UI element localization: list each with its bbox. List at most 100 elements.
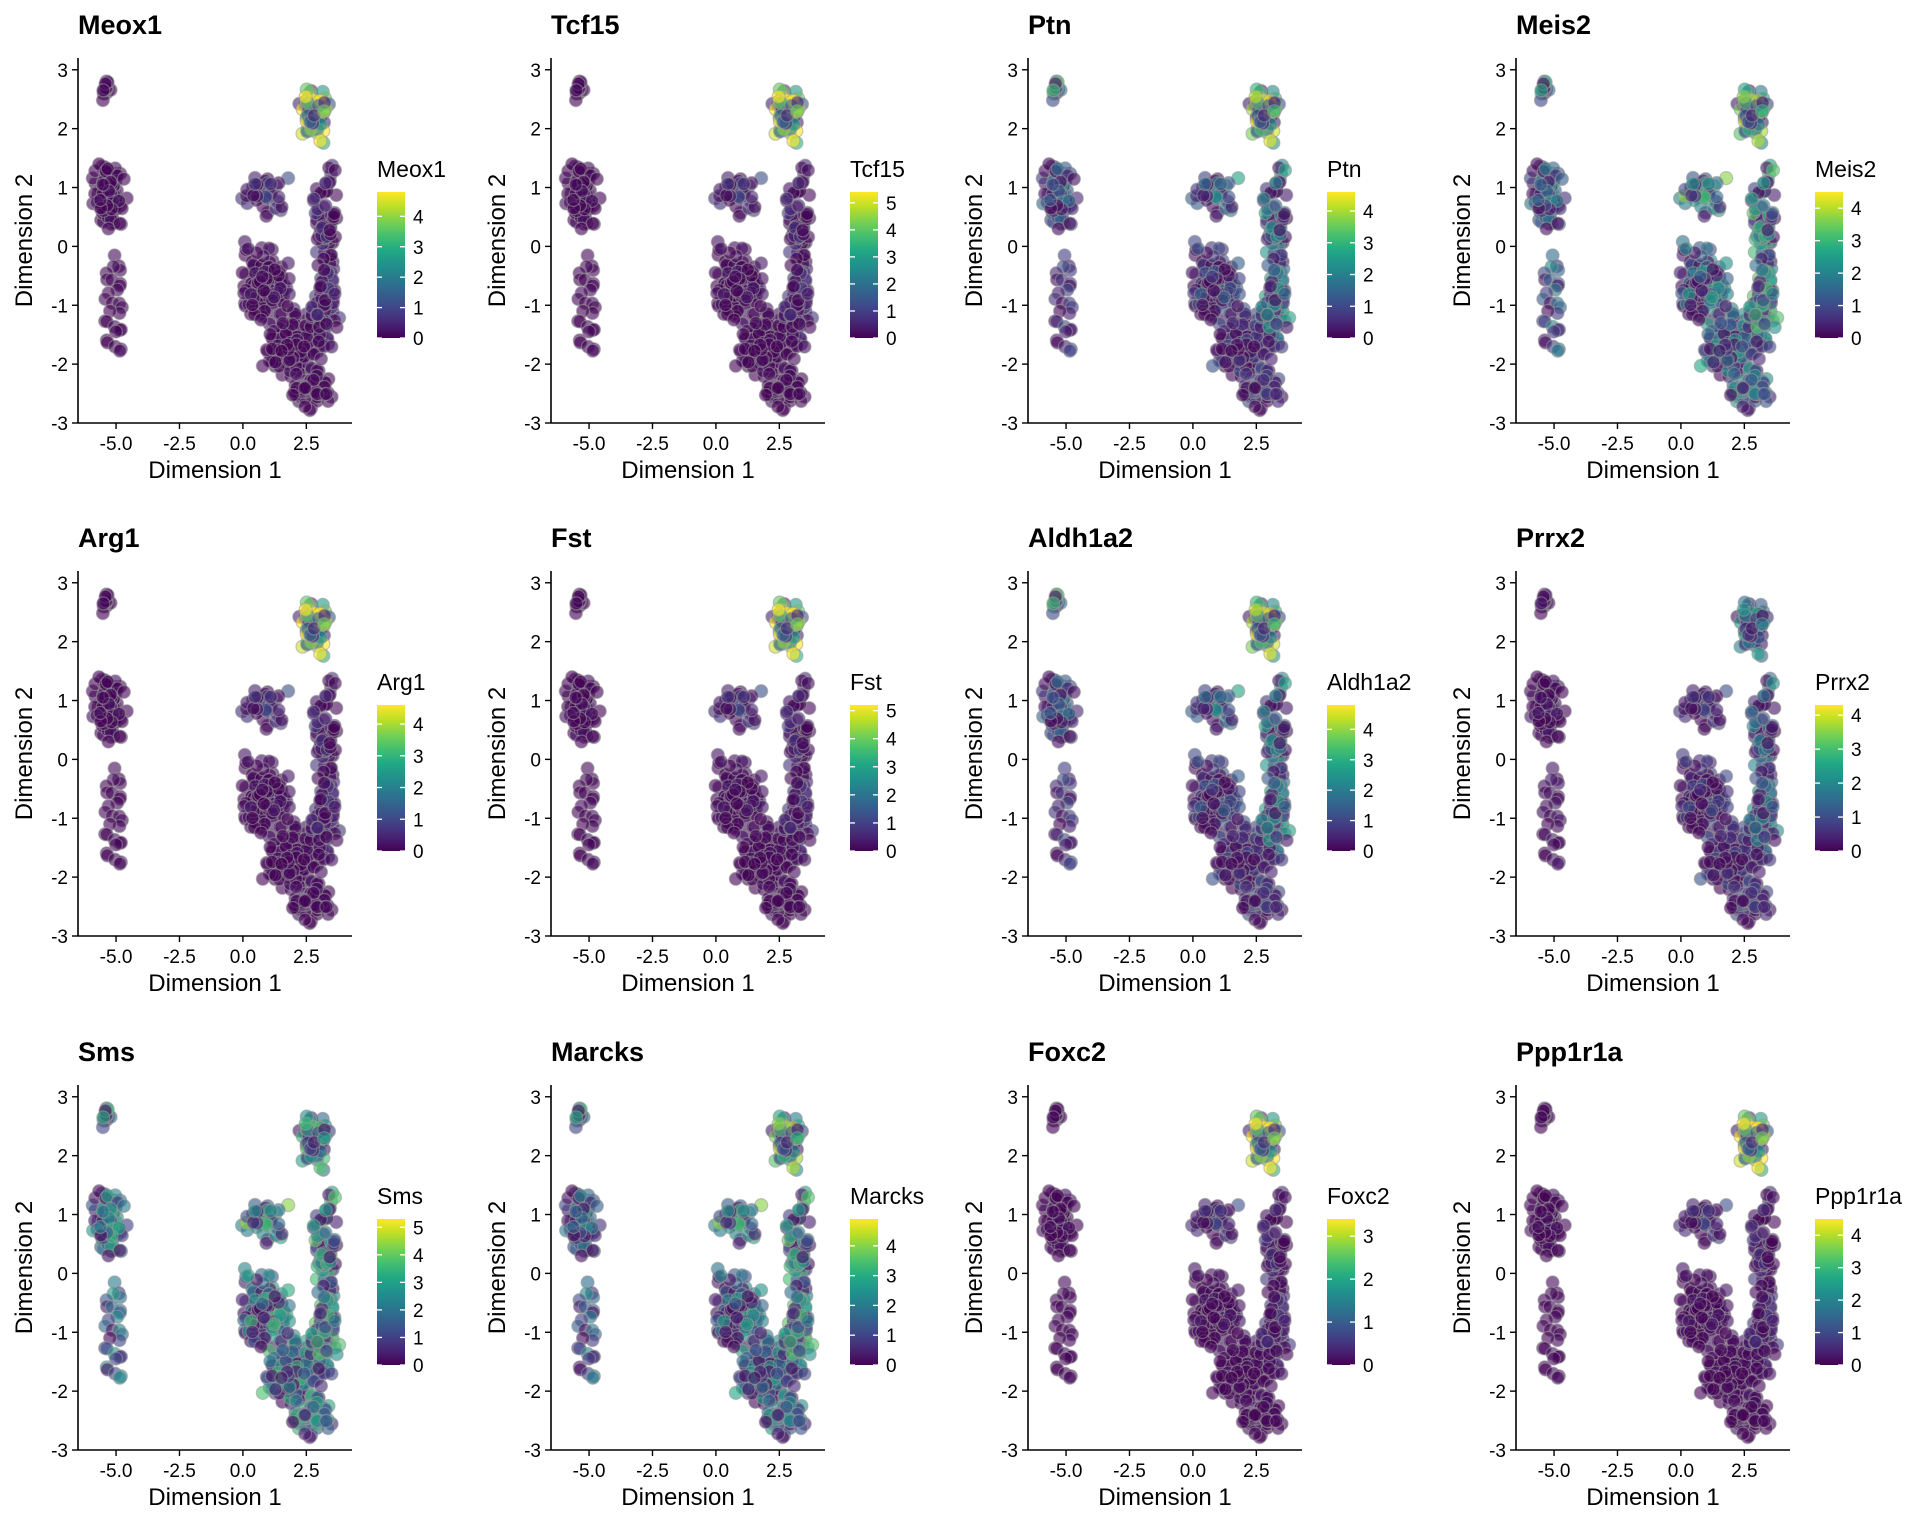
x-tick-label: -5.0 — [100, 434, 133, 455]
cell-point — [280, 299, 295, 314]
cell-point — [1268, 198, 1283, 213]
cell-point — [246, 701, 261, 716]
cell-point — [306, 704, 321, 719]
cell-point — [566, 192, 581, 208]
cell-point — [1185, 265, 1200, 280]
cell-point — [1263, 351, 1279, 366]
cell-point — [255, 269, 270, 284]
cell-point — [318, 176, 333, 191]
cell-point — [1246, 339, 1262, 354]
cell-point — [779, 191, 794, 206]
cell-point — [568, 177, 583, 192]
cell-point — [1277, 286, 1292, 301]
cell-point — [747, 856, 762, 872]
cell-point — [795, 736, 810, 751]
cell-point — [800, 286, 815, 301]
cell-point — [112, 343, 127, 358]
cell-point — [1723, 387, 1738, 403]
cell-point — [1263, 133, 1278, 148]
x-tick-label: -5.0 — [1538, 434, 1571, 455]
cell-point — [718, 810, 733, 826]
cell-point — [762, 879, 777, 895]
cell-point — [1751, 351, 1767, 366]
cell-point — [1205, 269, 1220, 284]
cell-point — [1736, 89, 1751, 104]
cell-point — [1751, 279, 1766, 294]
cell-point — [726, 825, 742, 840]
legend-tick-label: 3 — [1851, 232, 1862, 253]
x-axis-title: Dimension 1 — [621, 457, 754, 484]
point-layer — [558, 74, 820, 418]
y-tick-label: -2 — [524, 868, 541, 889]
colorbar-gradient — [377, 705, 405, 851]
y-tick-label: 3 — [530, 61, 541, 82]
cell-point — [784, 334, 799, 349]
cell-point — [313, 279, 328, 294]
cell-point — [256, 283, 271, 298]
panel-title: Meox1 — [78, 10, 162, 40]
legend-tick-label: 2 — [1363, 266, 1374, 287]
cell-point — [1693, 269, 1708, 284]
cell-point — [311, 847, 326, 862]
y-tick-label: 1 — [57, 692, 68, 713]
cell-point — [297, 381, 312, 396]
colorbar-gradient — [850, 705, 878, 851]
cell-point — [792, 899, 807, 915]
cell-point — [274, 343, 289, 358]
cell-point — [112, 729, 128, 744]
cell-point — [1533, 177, 1548, 192]
cell-point — [1066, 684, 1082, 700]
cell-point — [281, 256, 296, 271]
cell-point — [1693, 358, 1708, 373]
y-tick-label: -2 — [1489, 355, 1506, 376]
cell-point — [1213, 327, 1228, 342]
y-tick-label: 2 — [530, 633, 541, 654]
cell-point — [1748, 307, 1763, 322]
y-tick-label: -1 — [524, 809, 541, 830]
cell-point — [753, 769, 769, 784]
cell-point — [795, 223, 810, 238]
cell-point — [770, 381, 786, 396]
point-layer — [1523, 74, 1785, 418]
y-tick-label: 0 — [1495, 237, 1506, 258]
cell-point — [317, 775, 332, 791]
y-tick-label: 1 — [530, 692, 541, 713]
cell-point — [313, 792, 328, 807]
cell-point — [1550, 216, 1566, 231]
cell-point — [253, 825, 269, 840]
cell-point — [708, 265, 723, 280]
cell-point — [1197, 176, 1213, 191]
x-tick-label: 2.5 — [293, 434, 319, 455]
cell-point — [1043, 705, 1058, 721]
cell-point — [1755, 104, 1770, 119]
y-tick-label: 1 — [1007, 179, 1018, 200]
cell-point — [274, 856, 289, 872]
cell-point — [736, 327, 751, 342]
cell-point — [327, 286, 342, 301]
cell-point — [1272, 223, 1287, 238]
legend-tick-label: 4 — [1363, 202, 1374, 223]
cell-point — [101, 221, 116, 236]
cell-point — [100, 161, 115, 176]
x-tick-label: 0.0 — [230, 947, 256, 968]
legend-tick-label: 1 — [413, 299, 424, 320]
cell-point — [1195, 297, 1210, 313]
cell-point — [748, 316, 763, 331]
cell-point — [313, 351, 329, 366]
legend-tick-label: 2 — [886, 786, 897, 807]
cell-point — [753, 256, 769, 271]
cell-point — [93, 705, 108, 721]
cell-point — [298, 89, 313, 104]
cell-point — [1701, 176, 1716, 191]
cell-point — [108, 324, 124, 339]
legend-tick-label: 3 — [413, 747, 424, 768]
legend-tick-label: 3 — [886, 248, 897, 269]
cell-point — [736, 840, 751, 855]
x-tick-label: -2.5 — [1601, 434, 1634, 455]
legend-tick-label: 0 — [1851, 329, 1862, 350]
cell-point — [791, 711, 806, 726]
cell-point — [96, 83, 111, 98]
cell-point — [1712, 343, 1727, 358]
